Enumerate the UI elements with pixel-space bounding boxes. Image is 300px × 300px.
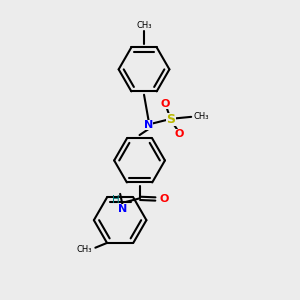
Text: O: O	[175, 129, 184, 139]
Text: O: O	[160, 194, 169, 204]
Text: N: N	[144, 120, 153, 130]
Text: H: H	[112, 195, 120, 205]
Text: CH₃: CH₃	[77, 245, 92, 254]
Text: N: N	[118, 204, 128, 214]
Text: O: O	[161, 99, 170, 109]
Text: CH₃: CH₃	[194, 112, 209, 122]
Text: CH₃: CH₃	[136, 21, 152, 30]
Text: S: S	[167, 113, 176, 126]
